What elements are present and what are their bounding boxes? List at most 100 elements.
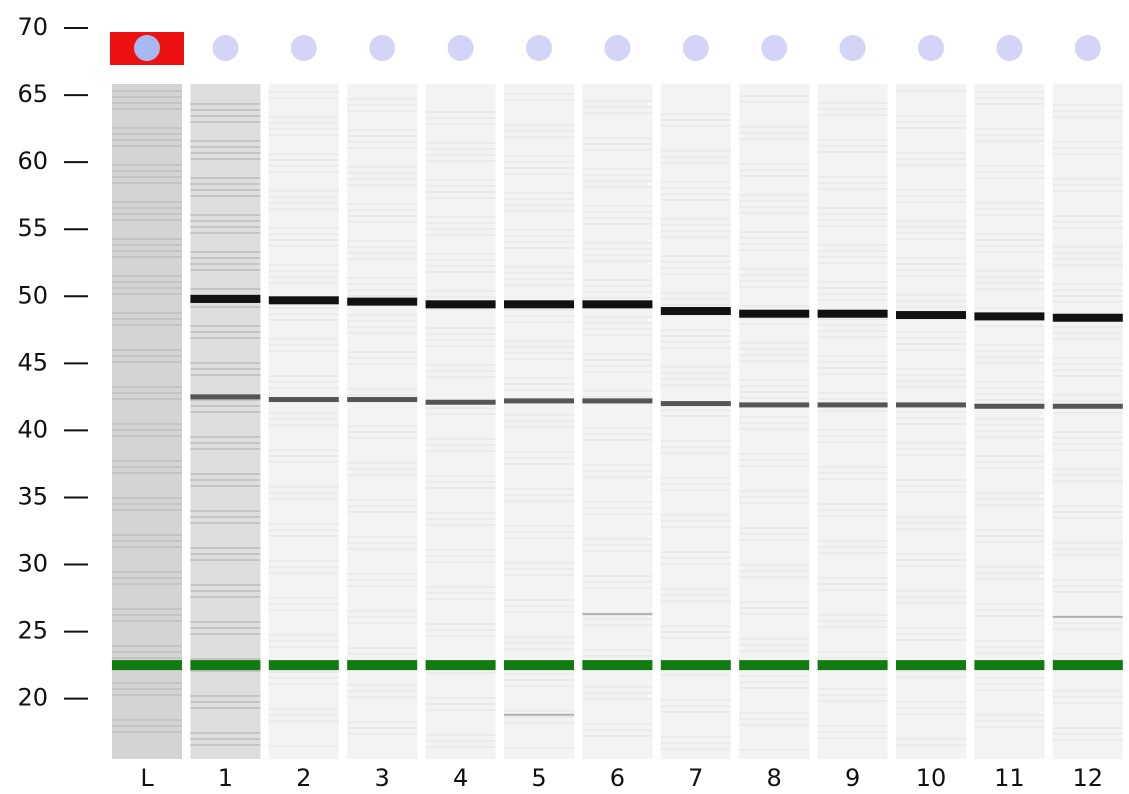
lane-texture bbox=[347, 499, 417, 501]
lane-texture bbox=[504, 161, 574, 163]
well-dot bbox=[761, 35, 787, 61]
lane-texture bbox=[1053, 542, 1123, 544]
lane-texture bbox=[504, 173, 574, 175]
lane-texture bbox=[582, 297, 652, 299]
lane-texture bbox=[896, 232, 966, 234]
x-tick-label: 12 bbox=[1073, 764, 1104, 792]
lane-texture bbox=[582, 655, 652, 657]
lane-texture bbox=[347, 221, 417, 223]
lane-texture bbox=[896, 639, 966, 641]
lane-texture bbox=[426, 709, 496, 711]
lane-texture bbox=[347, 542, 417, 544]
lane-texture bbox=[269, 745, 339, 747]
lane-texture bbox=[504, 93, 574, 95]
lane-texture bbox=[112, 287, 182, 289]
lane-texture bbox=[426, 450, 496, 452]
band bbox=[426, 660, 496, 670]
lane-texture bbox=[269, 153, 339, 155]
lane-texture bbox=[661, 224, 731, 226]
lane-texture bbox=[818, 281, 888, 283]
lane-texture bbox=[582, 544, 652, 546]
lane-texture bbox=[190, 368, 260, 370]
lane-texture bbox=[190, 232, 260, 234]
lane-texture bbox=[347, 474, 417, 476]
lane-texture bbox=[426, 561, 496, 563]
lane-texture bbox=[426, 592, 496, 594]
lane-texture bbox=[347, 357, 417, 359]
lane-texture bbox=[739, 428, 809, 430]
lane-texture bbox=[1053, 548, 1123, 550]
lane-texture bbox=[582, 211, 652, 213]
lane-texture bbox=[739, 644, 809, 646]
lane-texture bbox=[974, 362, 1044, 364]
lane-texture bbox=[190, 103, 260, 105]
lane-texture bbox=[269, 609, 339, 611]
lane-texture bbox=[1053, 579, 1123, 581]
lane-texture bbox=[1053, 221, 1123, 223]
lane-texture bbox=[1053, 702, 1123, 704]
lane-texture bbox=[426, 228, 496, 230]
lane-texture bbox=[661, 520, 731, 522]
lane-texture bbox=[190, 485, 260, 487]
lane bbox=[739, 84, 809, 759]
lane-texture bbox=[190, 744, 260, 746]
lane-texture bbox=[347, 653, 417, 655]
lane-texture bbox=[1053, 591, 1123, 593]
lane-texture bbox=[347, 147, 417, 149]
gel-chart: L1234567891011122025303540455055606570 bbox=[0, 0, 1129, 794]
lane-texture bbox=[269, 208, 339, 210]
lane-texture bbox=[347, 462, 417, 464]
lane-texture bbox=[190, 177, 260, 179]
lane-texture bbox=[896, 275, 966, 277]
lane-texture bbox=[347, 215, 417, 217]
lane-texture bbox=[347, 388, 417, 390]
lane-texture bbox=[896, 306, 966, 308]
well-dot bbox=[212, 35, 238, 61]
y-tick-label: 55 bbox=[17, 214, 48, 242]
lane-texture bbox=[269, 282, 339, 284]
x-tick-label: L bbox=[140, 764, 154, 792]
lane-texture bbox=[190, 732, 260, 734]
lane-texture bbox=[504, 611, 574, 613]
lane-texture bbox=[504, 457, 574, 459]
band bbox=[896, 311, 966, 319]
lane-texture bbox=[818, 626, 888, 628]
x-tick-label: 6 bbox=[610, 764, 625, 792]
lane-texture bbox=[269, 122, 339, 124]
lane-texture bbox=[818, 410, 888, 412]
lane-texture bbox=[426, 271, 496, 273]
lane-texture bbox=[269, 603, 339, 605]
lane-texture bbox=[974, 504, 1044, 506]
lane-texture bbox=[896, 238, 966, 240]
lane-texture bbox=[269, 461, 339, 463]
lane-texture bbox=[818, 577, 888, 579]
lane-texture bbox=[661, 625, 731, 627]
lane-texture bbox=[818, 503, 888, 505]
lane-texture bbox=[1053, 690, 1123, 692]
lane-texture bbox=[112, 324, 182, 326]
lane-texture bbox=[661, 113, 731, 115]
lane-texture bbox=[1053, 369, 1123, 371]
lane-texture bbox=[190, 337, 260, 339]
x-tick-label: 7 bbox=[688, 764, 703, 792]
lane-texture bbox=[1053, 727, 1123, 729]
x-tick-label: 11 bbox=[994, 764, 1025, 792]
lane-texture bbox=[974, 541, 1044, 543]
lane-texture bbox=[974, 276, 1044, 278]
lane-texture bbox=[504, 383, 574, 385]
lane-texture bbox=[661, 594, 731, 596]
lane-texture bbox=[504, 568, 574, 570]
lane-texture bbox=[661, 335, 731, 337]
band bbox=[112, 660, 182, 670]
lane-texture bbox=[974, 356, 1044, 358]
well-dot bbox=[134, 35, 160, 61]
lane-texture bbox=[582, 168, 652, 170]
lane-texture bbox=[347, 727, 417, 729]
lane-texture bbox=[974, 91, 1044, 93]
lane-texture bbox=[582, 328, 652, 330]
lane-texture bbox=[1053, 696, 1123, 698]
lane-texture bbox=[896, 226, 966, 228]
lane-texture bbox=[347, 129, 417, 131]
lane-texture bbox=[582, 316, 652, 318]
lane-texture bbox=[190, 707, 260, 709]
